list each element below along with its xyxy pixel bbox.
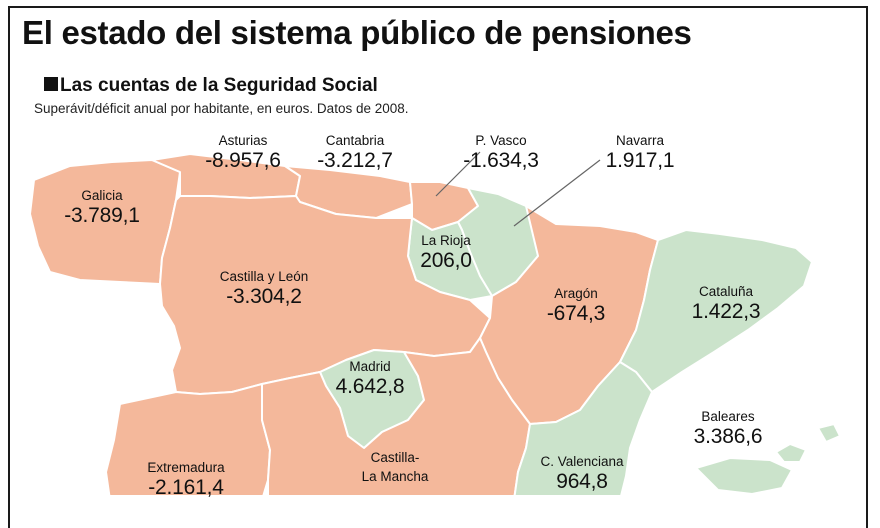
region-castillalamancha (261, 337, 531, 495)
region-name: La Rioja (421, 233, 471, 248)
label-cvalenciana: C. Valenciana 964,8 (540, 454, 623, 494)
label-pvasco: P. Vasco -1.634,3 (463, 133, 539, 173)
label-larioja: La Rioja 206,0 (420, 233, 472, 273)
region-value: -3.212,7 (317, 149, 393, 172)
region-value: -2.161,4 (148, 476, 224, 499)
region-cvalenciana (513, 361, 653, 495)
region-value: 1.917,1 (605, 149, 675, 172)
region-name: Cantabria (325, 133, 385, 148)
region-name: Navarra (615, 133, 665, 148)
label-navarra: Navarra 1.917,1 (606, 133, 675, 173)
label-cataluna: Cataluña 1.422,3 (692, 284, 761, 324)
region-name: Castilla y León (219, 269, 309, 284)
label-castillayleon: Castilla y León -3.304,2 (220, 269, 309, 309)
page-title: El estado del sistema público de pension… (22, 14, 692, 51)
region-name: Madrid (349, 359, 391, 374)
region-name: Asturias (218, 133, 268, 148)
leader-line-navarra (513, 159, 601, 227)
region-value: 206,0 (420, 249, 472, 272)
label-asturias: Asturias -8.957,6 (205, 133, 281, 173)
region-name: Extremadura (147, 460, 225, 475)
region-value: -8.957,6 (205, 149, 281, 172)
label-extremadura: Extremadura -2.161,4 (147, 460, 224, 500)
label-cantabria: Cantabria -3.212,7 (317, 133, 393, 173)
region-value: 3.386,6 (693, 425, 763, 448)
spain-map (29, 151, 841, 495)
region-value: -3.789,1 (64, 204, 140, 227)
region-value: -3.304,2 (226, 285, 302, 308)
region-name: Aragón (554, 286, 598, 301)
region-value: 964,8 (556, 470, 608, 493)
label-galicia: Galicia -3.789,1 (64, 188, 140, 228)
region-value: 1.422,3 (691, 300, 761, 323)
region-name: Castilla- La Mancha (361, 450, 429, 484)
map-note: Superávit/déficit anual por habitante, e… (34, 101, 409, 116)
region-name: P. Vasco (475, 133, 527, 148)
region-baleares (695, 423, 841, 495)
region-name: Cataluña (698, 284, 754, 299)
region-value: 4.642,8 (335, 375, 405, 398)
region-name: C. Valenciana (540, 454, 624, 469)
region-value: -674,3 (546, 302, 606, 325)
region-value: -1.634,3 (463, 149, 539, 172)
label-castillalamancha: Castilla- La Mancha (362, 448, 429, 487)
square-bullet-icon (44, 77, 58, 91)
map-subtitle: Las cuentas de la Seguridad Social (34, 75, 378, 97)
label-madrid: Madrid 4.642,8 (336, 359, 405, 399)
label-aragon: Aragón -674,3 (546, 286, 606, 326)
map-subtitle-text: Las cuentas de la Seguridad Social (60, 75, 378, 96)
region-name: Baleares (701, 409, 755, 424)
region-name: Galicia (81, 188, 123, 203)
leader-line-pvasco (435, 151, 481, 197)
region-cataluna (619, 229, 813, 393)
label-baleares: Baleares 3.386,6 (694, 409, 763, 449)
